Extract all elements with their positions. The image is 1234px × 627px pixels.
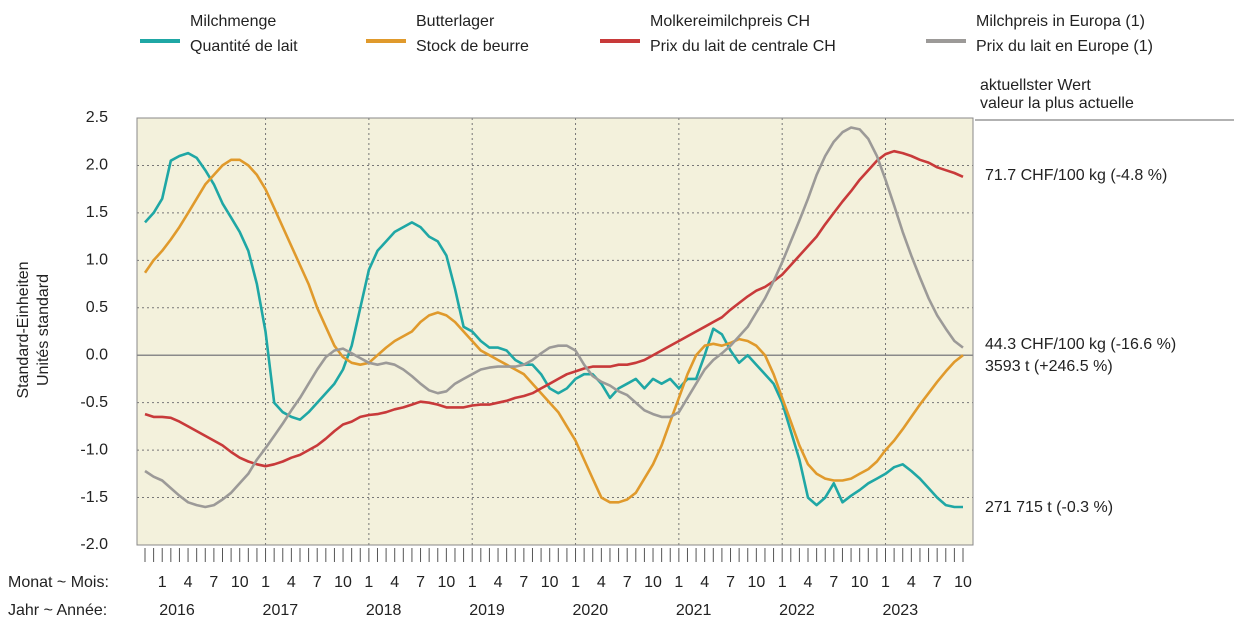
y-tick-label: -0.5 xyxy=(80,394,108,411)
year-label: 2017 xyxy=(263,602,299,619)
x-tick-label: 1 xyxy=(261,574,270,591)
x-tick-label: 1 xyxy=(674,574,683,591)
x-tick-label: 1 xyxy=(364,574,373,591)
legend-label: Milchpreis in Europa (1) xyxy=(976,13,1145,30)
legend-label: Quantité de lait xyxy=(190,38,298,55)
x-tick-label: 1 xyxy=(778,574,787,591)
y-tick-label: 1.0 xyxy=(86,252,108,269)
latest-value: 271 715 t (-0.3 %) xyxy=(985,499,1113,516)
series-line xyxy=(143,158,964,504)
x-tick-label: 7 xyxy=(519,574,528,591)
x-tick-label: 10 xyxy=(231,574,249,591)
x-tick-label: 4 xyxy=(287,574,296,591)
plot-frame xyxy=(136,117,974,546)
x-tick-label: 10 xyxy=(747,574,765,591)
y-axis-label: Standard-Einheiten xyxy=(15,262,32,399)
y-tick-label: 0.0 xyxy=(86,346,108,363)
x-axis-label: Monat ~ Mois: xyxy=(8,574,109,591)
x-tick-label: 4 xyxy=(907,574,916,591)
x-tick-label: 4 xyxy=(700,574,709,591)
x-tick-label: 4 xyxy=(597,574,606,591)
year-label: 2016 xyxy=(159,602,195,619)
y-tick-label: -1.0 xyxy=(80,441,108,458)
latest-value: 44.3 CHF/100 kg (-16.6 %) xyxy=(985,336,1176,353)
year-label: 2023 xyxy=(883,602,919,619)
latest-header: aktuellster Wert xyxy=(980,77,1091,94)
legend-label: Stock de beurre xyxy=(416,38,529,55)
latest-value: 3593 t (+246.5 %) xyxy=(985,358,1113,375)
series-line xyxy=(144,126,964,509)
x-tick-label: 7 xyxy=(726,574,735,591)
x-axis-label: Jahr ~ Année: xyxy=(8,602,107,619)
x-tick-label: 10 xyxy=(437,574,455,591)
y-tick-label: 1.5 xyxy=(86,204,108,221)
legend-label: Prix du lait en Europe (1) xyxy=(976,38,1153,55)
x-tick-label: 7 xyxy=(416,574,425,591)
x-tick-label: 10 xyxy=(851,574,869,591)
year-label: 2022 xyxy=(779,602,815,619)
x-tick-label: 10 xyxy=(954,574,972,591)
x-tick-label: 1 xyxy=(571,574,580,591)
year-label: 2021 xyxy=(676,602,712,619)
x-tick-label: 4 xyxy=(184,574,193,591)
x-tick-label: 7 xyxy=(933,574,942,591)
y-tick-label: 0.5 xyxy=(86,299,108,316)
y-axis-label: Unités standard xyxy=(35,274,52,386)
year-label: 2020 xyxy=(573,602,609,619)
x-tick-label: 7 xyxy=(829,574,838,591)
legend-label: Molkereimilchpreis CH xyxy=(650,13,810,30)
latest-header: valeur la plus actuelle xyxy=(980,95,1134,112)
x-tick-label: 7 xyxy=(623,574,632,591)
x-tick-label: 10 xyxy=(541,574,559,591)
plot-background xyxy=(137,118,973,545)
y-tick-label: -2.0 xyxy=(80,536,108,553)
x-tick-label: 4 xyxy=(390,574,399,591)
latest-value: 71.7 CHF/100 kg (-4.8 %) xyxy=(985,167,1167,184)
x-tick-label: 1 xyxy=(468,574,477,591)
x-tick-label: 7 xyxy=(313,574,322,591)
series-line xyxy=(144,151,963,509)
x-tick-label: 4 xyxy=(804,574,813,591)
year-label: 2019 xyxy=(469,602,505,619)
x-tick-label: 10 xyxy=(644,574,662,591)
y-tick-label: 2.0 xyxy=(86,157,108,174)
x-tick-label: 1 xyxy=(881,574,890,591)
legend-label: Milchmenge xyxy=(190,13,276,30)
x-tick-label: 1 xyxy=(158,574,167,591)
x-tick-label: 10 xyxy=(334,574,352,591)
series-line xyxy=(144,149,964,468)
x-tick-label: 4 xyxy=(494,574,503,591)
year-label: 2018 xyxy=(366,602,402,619)
legend-label: Butterlager xyxy=(416,13,495,30)
legend-label: Prix du lait de centrale CH xyxy=(650,38,836,55)
y-tick-label: 2.5 xyxy=(86,109,108,126)
x-tick-label: 7 xyxy=(209,574,218,591)
y-tick-label: -1.5 xyxy=(80,489,108,506)
